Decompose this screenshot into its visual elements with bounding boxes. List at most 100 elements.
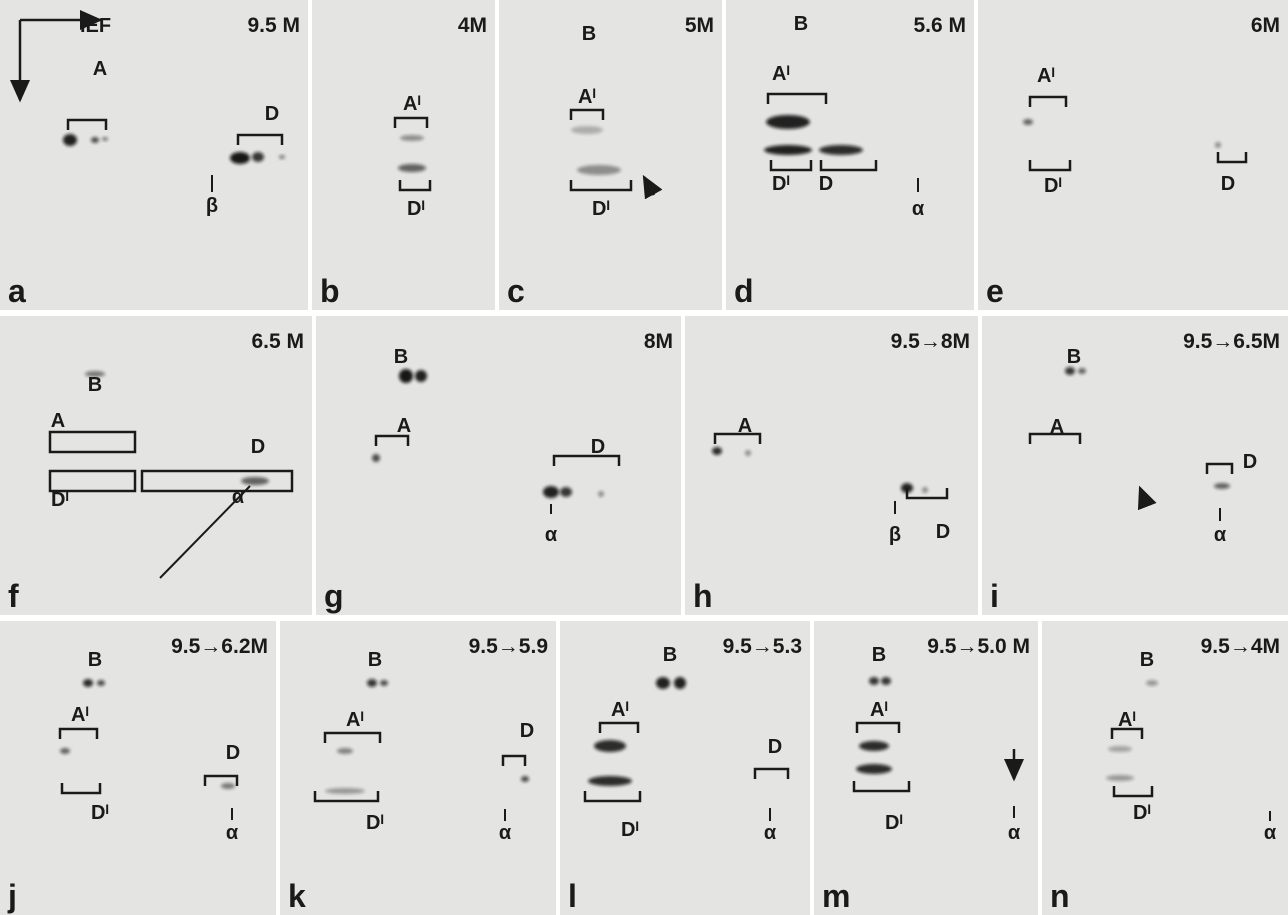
spot-label: B xyxy=(582,23,596,45)
spot-label: Dᴵ xyxy=(407,198,425,220)
protein-spot xyxy=(856,764,892,774)
panel-background xyxy=(1042,621,1288,915)
protein-spot xyxy=(1065,367,1075,375)
protein-spot xyxy=(594,740,626,752)
spot-label: β xyxy=(206,195,218,217)
spot-label: Dᴵ xyxy=(51,489,69,511)
spot-label: A xyxy=(738,415,752,437)
spot-label: D xyxy=(768,736,782,758)
spot-label: Aᴵ xyxy=(1037,65,1055,87)
gel-panel: 9.5 MaIEFADβ xyxy=(0,0,308,310)
spot-label: B xyxy=(394,346,408,368)
panel-background xyxy=(0,316,312,615)
protein-spot xyxy=(1023,119,1033,125)
condition-label: 5M xyxy=(685,14,714,37)
protein-spot xyxy=(252,152,264,162)
spot-label: Aᴵ xyxy=(1118,709,1136,731)
panel-background xyxy=(978,0,1288,310)
panel-letter: m xyxy=(822,878,850,914)
panel-letter: e xyxy=(986,273,1004,309)
protein-spot xyxy=(560,487,572,497)
spot-label: α xyxy=(912,198,925,220)
condition-label: 5.6 M xyxy=(913,14,966,37)
spot-label: D xyxy=(520,720,534,742)
protein-spot xyxy=(63,134,77,146)
panel-background xyxy=(814,621,1038,915)
spot-label: B xyxy=(88,374,102,396)
spot-label: B xyxy=(663,644,677,666)
protein-spot xyxy=(571,126,603,134)
panel-background xyxy=(685,316,978,615)
spot-label: α xyxy=(499,822,512,844)
protein-spot xyxy=(1106,775,1134,781)
spot-label: Dᴵ xyxy=(91,802,109,824)
spot-label: D xyxy=(591,436,605,458)
protein-spot xyxy=(922,487,928,493)
spot-label: Aᴵ xyxy=(870,699,888,721)
spot-label: D xyxy=(936,521,950,543)
protein-spot xyxy=(577,165,621,175)
protein-spot xyxy=(221,783,235,789)
protein-spot xyxy=(598,491,604,497)
condition-label: 9.5→4M xyxy=(1201,635,1280,658)
panel-letter: k xyxy=(288,878,306,914)
spot-label: Aᴵ xyxy=(403,93,421,115)
protein-spot xyxy=(91,137,99,143)
spot-label: α xyxy=(226,822,239,844)
protein-spot xyxy=(241,477,269,485)
protein-spot xyxy=(415,370,427,382)
spot-label: Dᴵ xyxy=(621,819,639,841)
protein-spot xyxy=(399,369,413,383)
protein-spot xyxy=(588,776,632,786)
condition-label: 9.5→5.9 xyxy=(469,635,548,658)
gel-panel: 9.5→5.9kBAᴵDᴵDα xyxy=(280,621,556,915)
panel-background xyxy=(499,0,722,310)
condition-label: 9.5→6.2M xyxy=(171,635,268,658)
spot-label: α xyxy=(545,524,558,546)
gel-panel: 9.5→5.3lBAᴵDᴵDα xyxy=(560,621,810,915)
protein-spot xyxy=(230,152,250,164)
panel-background xyxy=(0,621,276,915)
gel-panel: 4M b Aᴵ Dᴵ xyxy=(312,0,495,310)
protein-spot xyxy=(1078,368,1086,374)
condition-label: 9.5→5.3 xyxy=(723,635,802,658)
gel-panel: 9.5→6.2MjBAᴵDᴵDα xyxy=(0,621,276,915)
panel-letter: b xyxy=(320,273,340,309)
spot-label: α xyxy=(1264,822,1277,844)
spot-label: α xyxy=(232,486,245,508)
spot-label: Aᴵ xyxy=(578,86,596,108)
spot-label: A xyxy=(397,415,411,437)
protein-spot xyxy=(1146,680,1158,686)
spot-label: Aᴵ xyxy=(71,704,89,726)
spot-label: A xyxy=(51,410,65,432)
protein-spot xyxy=(712,447,722,455)
panel-background xyxy=(316,316,681,615)
protein-spot xyxy=(398,164,426,172)
spot-label: D xyxy=(1221,173,1235,195)
panel-letter: d xyxy=(734,273,754,309)
panel-letter: c xyxy=(507,273,525,309)
protein-spot xyxy=(380,680,388,686)
gel-panel: 6MeAᴵDᴵD xyxy=(978,0,1288,310)
condition-label: 9.5→6.5M xyxy=(1183,330,1280,353)
panel-background xyxy=(726,0,974,310)
condition-label: 8M xyxy=(644,330,673,353)
protein-spot xyxy=(764,145,812,155)
condition-label: 4M xyxy=(458,14,487,37)
condition-label: 9.5 M xyxy=(247,14,300,37)
protein-spot xyxy=(766,115,810,129)
spot-label: D xyxy=(265,103,279,125)
protein-spot xyxy=(543,486,559,498)
protein-spot xyxy=(869,677,879,685)
panel-letter: i xyxy=(990,578,999,614)
spot-label: Dᴵ xyxy=(366,812,384,834)
panel-letter: f xyxy=(8,578,19,614)
protein-spot xyxy=(279,155,285,159)
spot-label: β xyxy=(889,524,901,546)
protein-spot xyxy=(1214,483,1230,489)
